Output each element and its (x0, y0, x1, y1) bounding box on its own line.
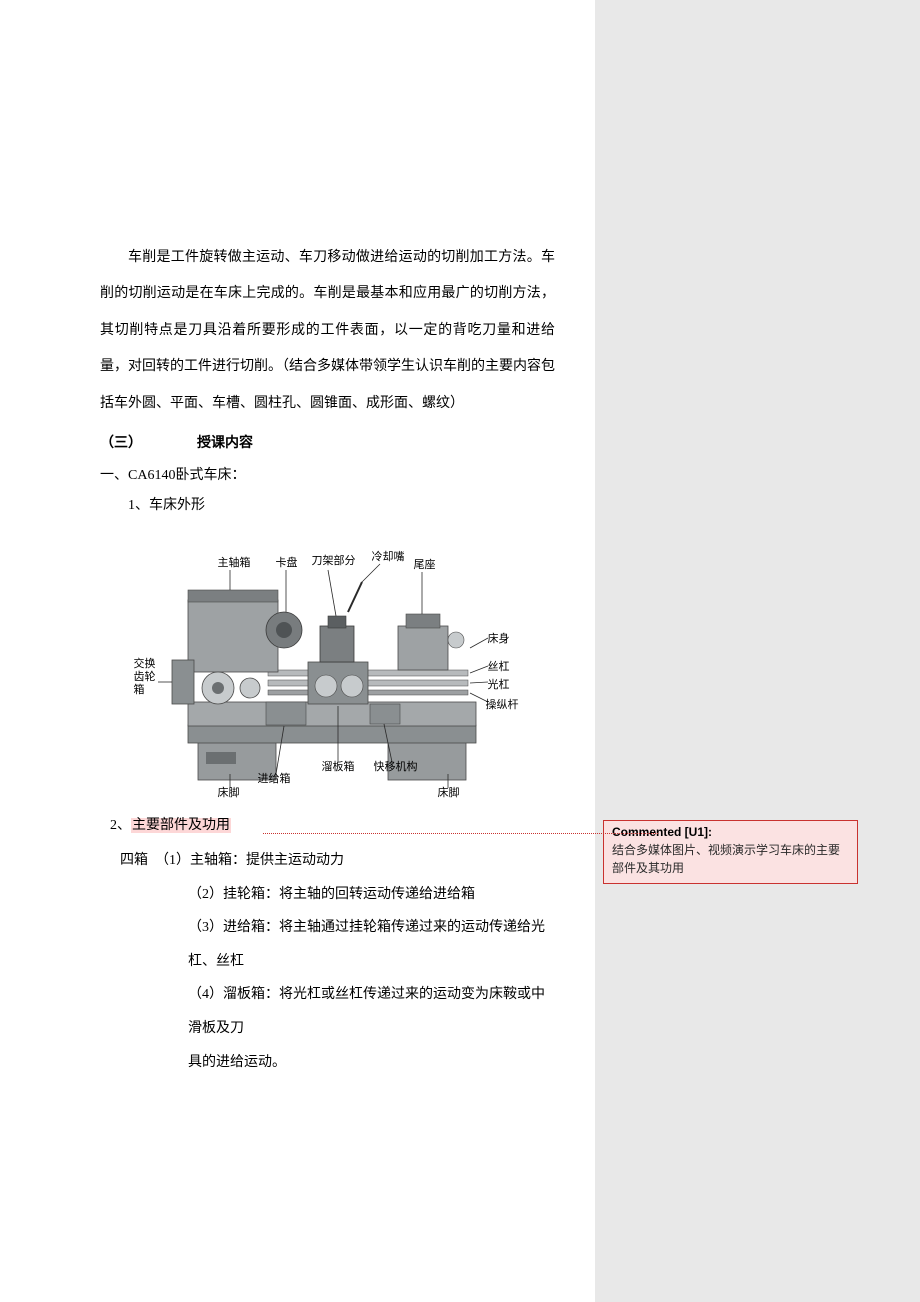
item-1-1: 1、车床外形 (128, 494, 555, 514)
intro-paragraph: 车削是工件旋转做主运动、车刀移动做进给运动的切削加工方法。车削的切削运动是在车床… (100, 240, 555, 422)
lathe-figure: 主轴箱 卡盘 刀架部分 冷却嘴 尾座 床身 丝杠 光杠 操纵杆 床脚 快移机构 … (148, 530, 508, 800)
callout-quicktraverse: 快移机构 (374, 758, 418, 774)
callout-leg-right: 床脚 (438, 784, 460, 800)
box-2: （2）挂轮箱：将主轴的回转运动传递给进给箱 (188, 878, 555, 912)
callout-feedrod: 光杠 (488, 676, 510, 692)
item-1-2-prefix: 2、 (110, 818, 131, 833)
item-1-2-highlight: 主要部件及功用 (131, 818, 231, 833)
box-1: （1）主轴箱：提供主运动动力 (155, 853, 344, 868)
page: 车削是工件旋转做主运动、车刀移动做进给运动的切削加工方法。车削的切削运动是在车床… (0, 0, 920, 1302)
box-4: （4）溜板箱：将光杠或丝杠传递过来的运动变为床鞍或中滑板及刀 (188, 978, 555, 1045)
four-boxes-line: 四箱 （1）主轴箱：提供主运动动力 (120, 844, 555, 878)
section-title: 授课内容 (197, 436, 253, 451)
box-3: （3）进给箱：将主轴通过挂轮箱传递过来的运动传递给光杠、丝杠 (188, 911, 555, 978)
main-column: 车削是工件旋转做主运动、车刀移动做进给运动的切削加工方法。车削的切削运动是在车床… (0, 0, 595, 1302)
callout-apron: 溜板箱 (322, 758, 355, 774)
comment-gutter: Commented [U1]: 结合多媒体图片、视频演示学习车床的主要部件及其功… (595, 0, 920, 1302)
callout-leg-left: 床脚 (218, 784, 240, 800)
callout-chuck: 卡盘 (276, 554, 298, 570)
comment-header: Commented [U1]: (612, 825, 849, 839)
section-number: （三） (100, 432, 142, 452)
callout-change-gearbox: 交换 齿轮 箱 (134, 658, 156, 698)
comment-connector-line (263, 833, 658, 834)
comment-balloon[interactable]: Commented [U1]: 结合多媒体图片、视频演示学习车床的主要部件及其功… (603, 820, 858, 884)
callout-feedbox: 进给箱 (258, 770, 291, 786)
callout-coolant: 冷却嘴 (372, 548, 405, 564)
callout-tailstock: 尾座 (414, 556, 436, 572)
item-1-2: 2、主要部件及功用 (110, 814, 555, 834)
four-boxes-label: 四箱 (120, 853, 148, 868)
callout-leadscrew: 丝杠 (488, 658, 510, 674)
callout-toolpost: 刀架部分 (312, 552, 356, 568)
callout-bed: 床身 (488, 630, 510, 646)
callout-headstock: 主轴箱 (218, 554, 251, 570)
section-heading-3: （三） 授课内容 (100, 432, 555, 452)
box-4-cont: 具的进给运动。 (188, 1046, 555, 1080)
callout-lever: 操纵杆 (486, 696, 519, 712)
heading-lathe: 一、CA6140卧式车床： (100, 464, 555, 484)
comment-body: 结合多媒体图片、视频演示学习车床的主要部件及其功用 (612, 841, 849, 877)
